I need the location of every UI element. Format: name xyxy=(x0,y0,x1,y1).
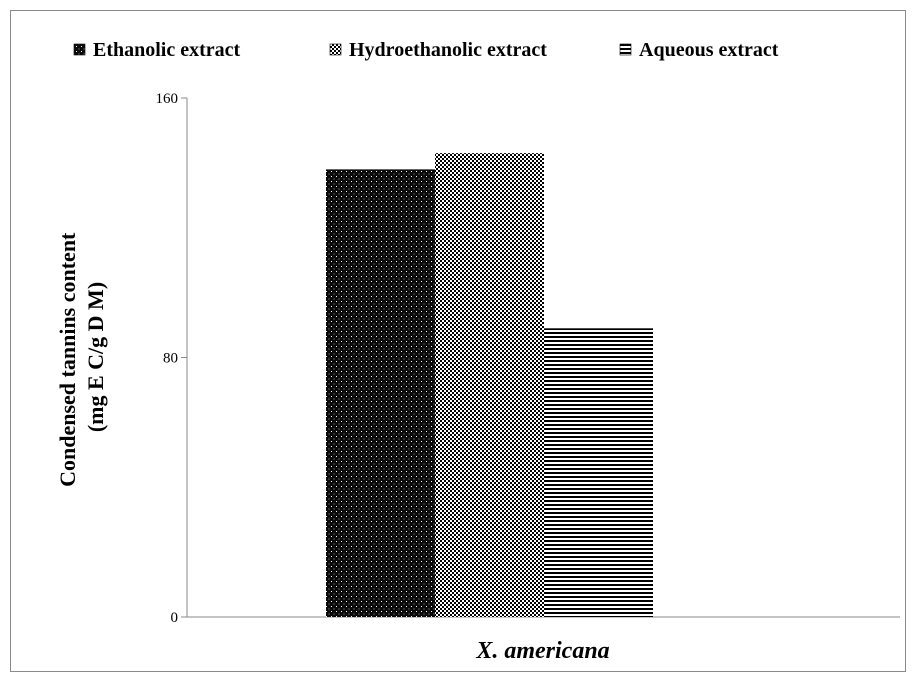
y-axis-label-line-2: (mg E C/g D M) xyxy=(83,282,108,432)
y-tick-label: 80 xyxy=(163,351,178,367)
x-axis-category-label: X. americana xyxy=(475,638,609,664)
legend: Ethanolic extract Hydroethanolic extract A… xyxy=(73,39,779,61)
y-axis-label-line-1: Condensed tannins content xyxy=(55,232,80,487)
bars xyxy=(326,153,653,618)
y-tick-label: 160 xyxy=(156,91,179,107)
y-axis-ticks: 0 80 160 xyxy=(156,91,187,626)
legend-label: Ethanolic extract xyxy=(93,39,241,61)
legend-label: Aqueous extract xyxy=(639,39,779,61)
bar-aqueous-extract xyxy=(544,328,653,617)
y-tick-label: 0 xyxy=(171,610,179,626)
legend-swatch xyxy=(619,43,632,56)
bar-ethanolic-extract xyxy=(326,169,435,618)
y-axis-label: Condensed tannins content (mg E C/g D M) xyxy=(55,227,108,487)
legend-label: Hydroethanolic extract xyxy=(349,39,547,61)
legend-swatch xyxy=(73,43,86,56)
legend-swatch xyxy=(329,43,342,56)
bar-hydroethanolic-extract xyxy=(435,153,544,618)
